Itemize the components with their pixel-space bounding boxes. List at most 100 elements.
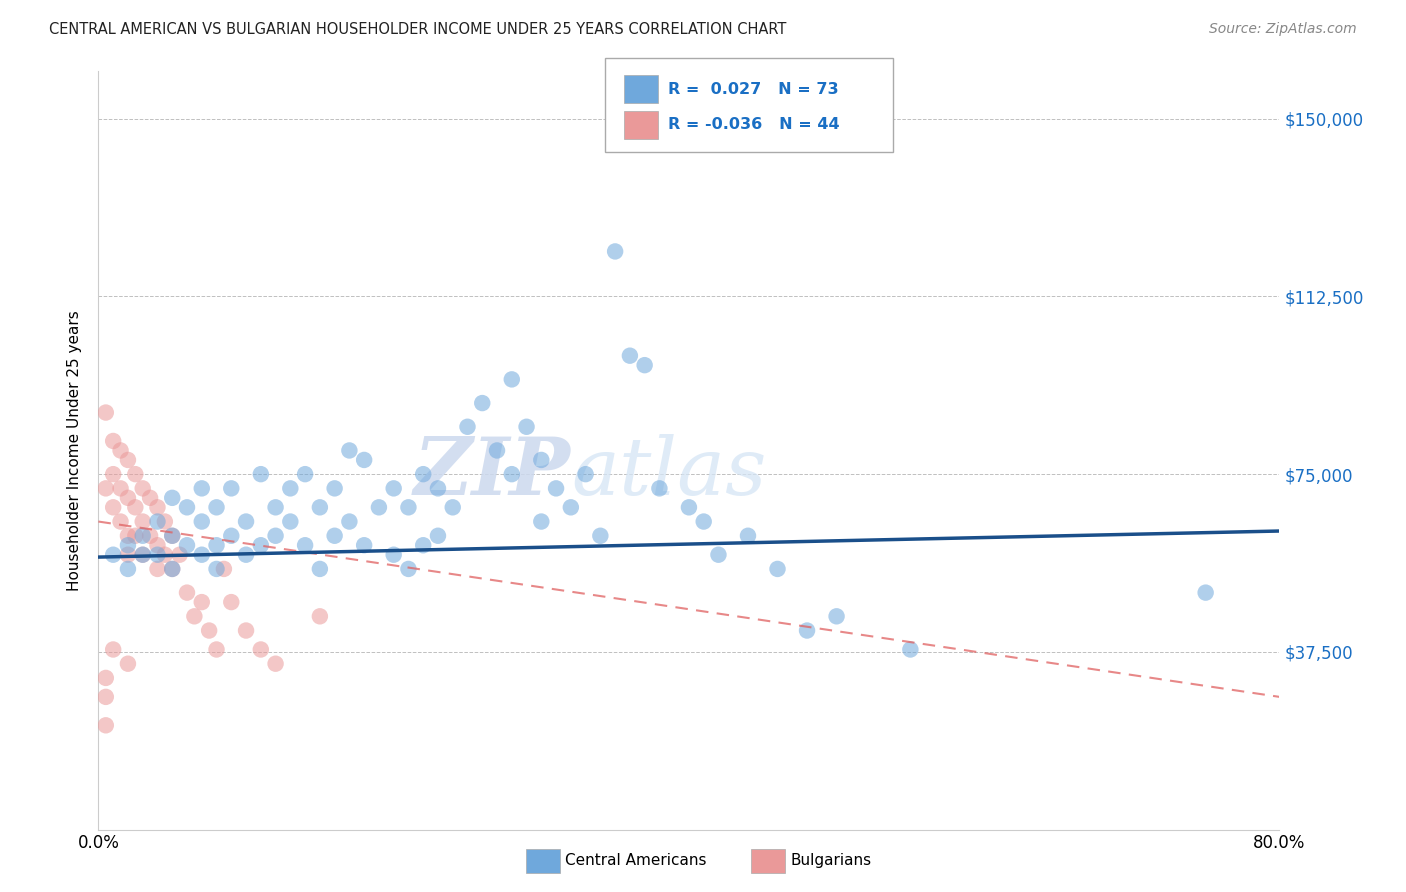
Point [294, 538, 316, 552]
Point [382, 548, 405, 562]
Point [280, 482, 302, 496]
Text: Central Americans: Central Americans [565, 854, 707, 868]
Point [117, 548, 139, 562]
Point [176, 585, 198, 599]
Point [250, 642, 273, 657]
Point [117, 453, 139, 467]
Point [191, 595, 214, 609]
Point [162, 529, 183, 543]
Point [707, 548, 730, 562]
Point [132, 529, 155, 543]
Point [250, 538, 273, 552]
Point [309, 500, 332, 515]
Point [146, 538, 169, 552]
Point [191, 515, 214, 529]
Point [323, 482, 346, 496]
Point [796, 624, 818, 638]
Point [162, 562, 183, 576]
Point [132, 548, 155, 562]
Point [94, 405, 117, 420]
Point [153, 515, 176, 529]
Point [117, 491, 139, 505]
Text: R = -0.036   N = 44: R = -0.036 N = 44 [668, 118, 839, 132]
Point [94, 718, 117, 732]
Point [589, 529, 612, 543]
Point [198, 624, 221, 638]
Point [103, 548, 125, 562]
Point [103, 642, 125, 657]
Point [648, 482, 671, 496]
Point [235, 624, 257, 638]
Point [339, 515, 361, 529]
Point [323, 529, 346, 543]
Point [191, 548, 214, 562]
Point [457, 419, 479, 434]
Point [117, 538, 139, 552]
Point [280, 515, 302, 529]
Point [382, 482, 405, 496]
Point [221, 529, 243, 543]
Point [124, 467, 146, 482]
Point [146, 500, 169, 515]
Text: Bulgarians: Bulgarians [790, 854, 872, 868]
Y-axis label: Householder Income Under 25 years: Householder Income Under 25 years [67, 310, 83, 591]
Point [605, 244, 627, 259]
Point [103, 500, 125, 515]
Text: Source: ZipAtlas.com: Source: ZipAtlas.com [1209, 22, 1357, 37]
Point [471, 396, 494, 410]
Point [501, 467, 523, 482]
Point [441, 500, 464, 515]
Text: atlas: atlas [571, 434, 766, 512]
Point [117, 562, 139, 576]
Point [110, 515, 132, 529]
Point [146, 515, 169, 529]
Point [132, 515, 155, 529]
Point [153, 548, 176, 562]
Point [139, 529, 162, 543]
Point [900, 642, 922, 657]
Point [427, 529, 450, 543]
Point [766, 562, 789, 576]
Point [221, 482, 243, 496]
Point [575, 467, 598, 482]
Point [678, 500, 700, 515]
Point [546, 482, 568, 496]
Point [205, 538, 228, 552]
Point [205, 562, 228, 576]
Point [427, 482, 450, 496]
Point [221, 595, 243, 609]
Point [176, 538, 198, 552]
Point [117, 657, 139, 671]
Point [486, 443, 509, 458]
Point [169, 548, 191, 562]
Point [162, 562, 183, 576]
Point [501, 372, 523, 386]
Point [94, 690, 117, 704]
Point [353, 453, 375, 467]
Point [191, 482, 214, 496]
Point [94, 671, 117, 685]
Point [162, 529, 183, 543]
Point [264, 529, 287, 543]
Point [560, 500, 582, 515]
Point [264, 657, 287, 671]
Point [693, 515, 716, 529]
Point [353, 538, 375, 552]
Point [737, 529, 759, 543]
Point [146, 548, 169, 562]
Point [398, 562, 420, 576]
Text: ZIP: ZIP [413, 434, 571, 512]
Point [103, 434, 125, 448]
Point [183, 609, 205, 624]
Point [530, 515, 553, 529]
Point [264, 500, 287, 515]
Point [530, 453, 553, 467]
Point [339, 443, 361, 458]
Point [235, 515, 257, 529]
Point [110, 482, 132, 496]
Point [132, 482, 155, 496]
Point [124, 500, 146, 515]
Point [235, 548, 257, 562]
Point [212, 562, 235, 576]
Point [205, 500, 228, 515]
